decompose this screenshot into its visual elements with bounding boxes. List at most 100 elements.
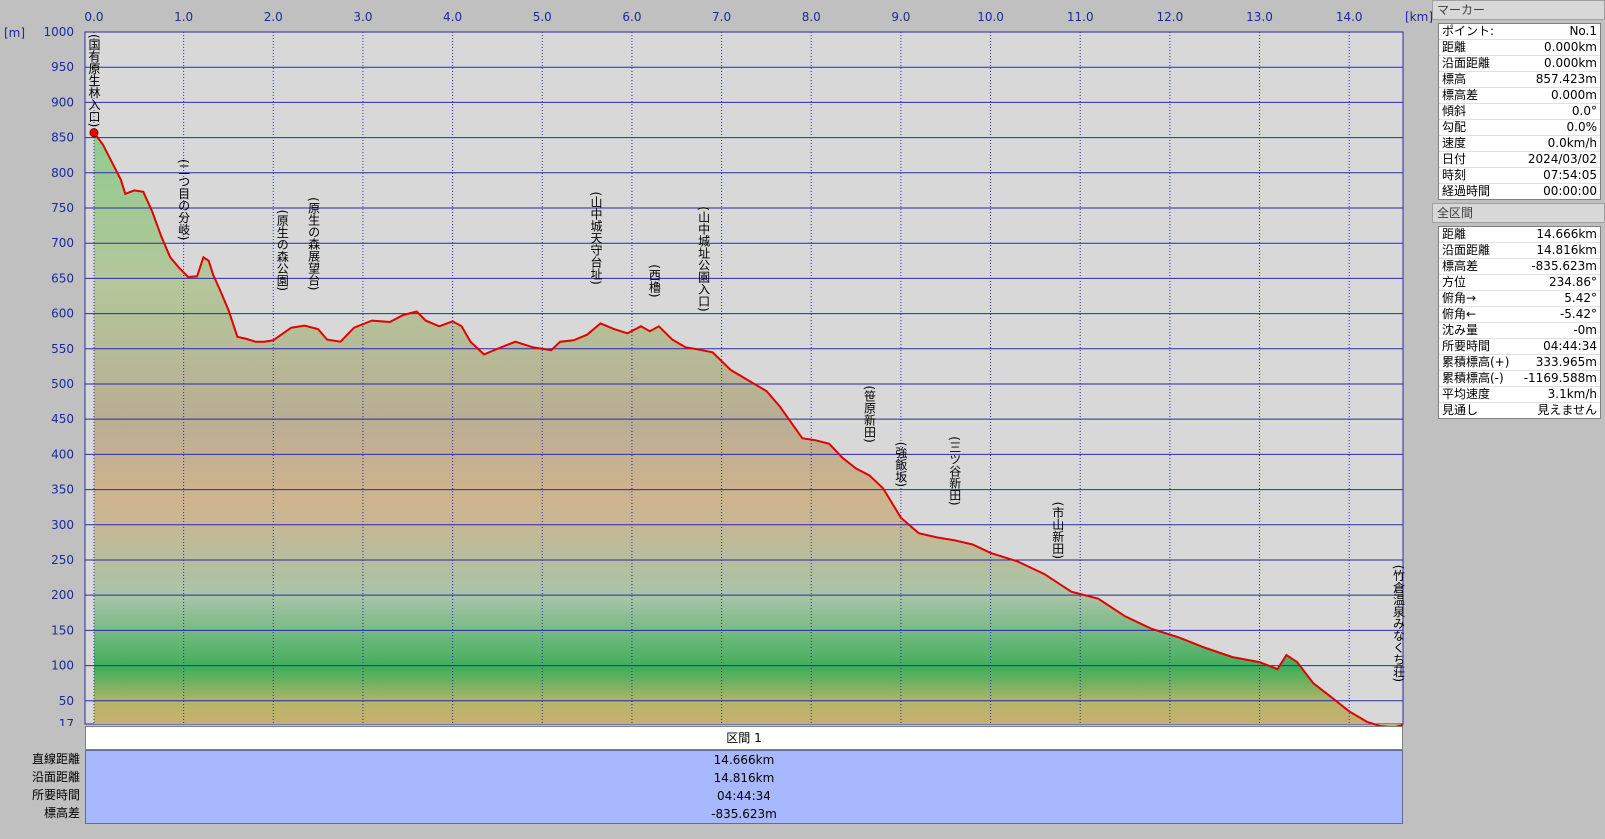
elevation-area [94, 132, 1403, 726]
info-value: 04:44:34 [1543, 339, 1597, 353]
info-key: 時刻 [1442, 168, 1467, 182]
waypoint-label: (山中城天守台址) [589, 191, 603, 284]
info-key: 沿面距離 [1442, 243, 1491, 257]
info-row: 沿面距離 14.816km [1439, 243, 1600, 259]
info-value: 3.1km/h [1547, 387, 1597, 401]
info-key: 方位 [1442, 275, 1467, 289]
waypoint-label: (原生の森公園) [275, 210, 289, 291]
info-key: 速度 [1442, 136, 1467, 150]
info-row: 距離 0.000km [1439, 40, 1600, 56]
y-tick-label: 350 [51, 483, 74, 497]
info-row: 方位 234.86° [1439, 275, 1600, 291]
info-key: 標高差 [1442, 88, 1479, 102]
info-key: 平均速度 [1442, 387, 1491, 401]
x-tick-label: 14.0 [1336, 10, 1363, 24]
marker-point[interactable] [89, 128, 99, 138]
y-tick-label: 300 [51, 518, 74, 532]
info-key: 沈み量 [1442, 323, 1479, 337]
y-tick-label: 950 [51, 60, 74, 74]
total-info-box: 距離 14.666km 沿面距離 14.816km 標高差 -835.623m 方位 234.… [1438, 226, 1601, 419]
info-value: No.1 [1569, 24, 1597, 38]
x-tick-label: 0.0 [84, 10, 103, 24]
info-value: 14.816km [1536, 243, 1597, 257]
info-row: 平均速度 3.1km/h [1439, 387, 1600, 403]
info-row: 累積標高(+) 333.965m [1439, 355, 1600, 371]
info-row: 標高差 -835.623m [1439, 259, 1600, 275]
info-key: 経過時間 [1442, 184, 1491, 198]
y-tick-label: 850 [51, 131, 74, 145]
info-key: 日付 [1442, 152, 1467, 166]
info-value: 00:00:00 [1543, 184, 1597, 198]
waypoint-label: (市山新田) [1051, 502, 1065, 559]
section-row-value: 14.666km [713, 753, 775, 767]
marker-header: マーカー [1432, 0, 1605, 20]
info-row: 累積標高(-) -1169.588m [1439, 371, 1600, 387]
x-tick-label: 4.0 [443, 10, 462, 24]
info-value: 07:54:05 [1543, 168, 1597, 182]
info-value: 0.0° [1571, 104, 1597, 118]
info-row: 時刻 07:54:05 [1439, 168, 1600, 184]
info-value: -835.623m [1531, 259, 1597, 273]
info-row: 沿面距離 0.000km [1439, 56, 1600, 72]
waypoint-label: (国有原生林入口) [87, 34, 101, 127]
info-row: 沈み量 -0m [1439, 323, 1600, 339]
y-tick-label: 150 [51, 623, 74, 637]
info-row: 距離 14.666km [1439, 227, 1600, 243]
section-row-label: 直線距離 [31, 752, 80, 766]
x-tick-label: 5.0 [533, 10, 552, 24]
info-row: 傾斜 0.0° [1439, 104, 1600, 120]
y-tick-label: 800 [51, 166, 74, 180]
x-tick-label: 2.0 [264, 10, 283, 24]
waypoint-label: (竹倉温泉みなくち荘) [1392, 565, 1406, 682]
section-title: 区間 1 [85, 726, 1403, 750]
x-tick-label: 1.0 [174, 10, 193, 24]
y-tick-label: 600 [51, 307, 74, 321]
y-tick-label: 500 [51, 377, 74, 391]
info-row: 標高差 0.000m [1439, 88, 1600, 104]
info-row: 日付 2024/03/02 [1439, 152, 1600, 168]
info-value: 0.0km/h [1547, 136, 1597, 150]
x-tick-label: 6.0 [622, 10, 641, 24]
info-row: 所要時間 04:44:34 [1439, 339, 1600, 355]
y-tick-label: 200 [51, 588, 74, 602]
y-unit-label: [m] [4, 26, 25, 40]
elevation-chart[interactable]: 1000 950 900 850 800 750 700 650 600 550 500 450 400… [0, 0, 1432, 726]
x-tick-label: 7.0 [712, 10, 731, 24]
info-key: 累積標高(-) [1442, 371, 1504, 385]
info-row: ポイント: No.1 [1439, 24, 1600, 40]
info-value: 見えません [1537, 403, 1597, 417]
info-value: 0.000m [1550, 88, 1597, 102]
info-value: 0.000km [1544, 40, 1597, 54]
y-tick-label: 1000 [43, 25, 74, 39]
waypoint-label: (三ツ谷新田) [948, 436, 962, 505]
waypoint-label: (強飯坂) [894, 442, 908, 487]
info-key: 俯角← [1442, 307, 1477, 321]
info-key: 標高 [1442, 72, 1467, 86]
info-key: 距離 [1442, 227, 1467, 241]
marker-info-box: ポイント: No.1 距離 0.000km 沿面距離 0.000km 標高 857.423m 標… [1438, 23, 1601, 200]
x-tick-label: 11.0 [1067, 10, 1094, 24]
info-value: 234.86° [1549, 275, 1597, 289]
x-tick-label: 13.0 [1246, 10, 1273, 24]
x-unit-label: [km] [1405, 10, 1432, 24]
info-value: 0.000km [1544, 56, 1597, 70]
waypoint-label: (原生の森展望台) [307, 197, 321, 290]
y-tick-label: 700 [51, 236, 74, 250]
info-key: ポイント: [1442, 24, 1495, 38]
x-tick-label: 8.0 [802, 10, 821, 24]
y-tick-label: 250 [51, 553, 74, 567]
info-row: 勾配 0.0% [1439, 120, 1600, 136]
y-tick-label: 550 [51, 342, 74, 356]
y-tick-label: 50 [59, 694, 74, 708]
section-row-label: 標高差 [43, 806, 80, 820]
info-value: 2024/03/02 [1527, 152, 1597, 166]
info-row: 俯角→ 5.42° [1439, 291, 1600, 307]
info-value: 5.42° [1564, 291, 1597, 305]
info-value: 14.666km [1536, 227, 1597, 241]
info-key: 見通し [1442, 403, 1479, 417]
y-tick-label: 750 [51, 201, 74, 215]
x-tick-label: 9.0 [891, 10, 910, 24]
info-key: 距離 [1442, 40, 1467, 54]
info-value: 0.0% [1566, 120, 1598, 134]
x-tick-label: 10.0 [977, 10, 1004, 24]
